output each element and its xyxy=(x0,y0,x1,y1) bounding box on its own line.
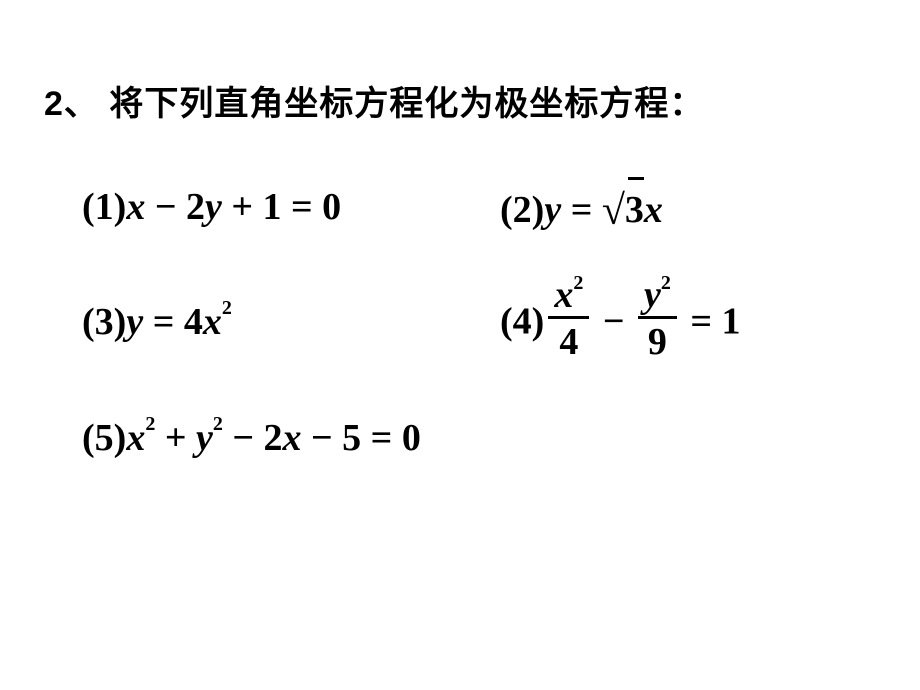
eq2-y: y xyxy=(544,189,561,231)
eq5-plus: + xyxy=(155,417,196,459)
problem-title: 2、 将下列直角坐标方程化为极坐标方程： xyxy=(44,76,704,125)
eq2-three: 3 xyxy=(625,189,644,231)
eq4-x: x xyxy=(554,274,573,316)
eq3-y: y xyxy=(126,301,143,343)
eq3-x: x xyxy=(203,301,222,343)
eq5-exp1: 2 xyxy=(145,413,155,435)
eq4-denx: 4 xyxy=(548,319,589,361)
eq1-label: (1) xyxy=(82,186,126,228)
eq1-x: x xyxy=(126,186,145,228)
eq5-two: 2 xyxy=(264,417,283,459)
eq4-expx: 2 xyxy=(573,272,583,294)
eq4-label: (4) xyxy=(500,301,544,343)
eq5-five: 5 xyxy=(342,417,361,459)
equation-2: (2)y = √3x xyxy=(500,185,663,233)
eq1-one: 1 xyxy=(263,186,282,228)
sqrt-icon: √3 xyxy=(602,185,644,233)
eq4-eq: = xyxy=(681,301,722,343)
eq4-frac2: y2 9 xyxy=(638,276,677,361)
eq5-minus2: − xyxy=(302,417,343,459)
eq4-minus: − xyxy=(593,301,634,343)
eq5-y: y xyxy=(196,417,213,459)
eq2-x: x xyxy=(644,189,663,231)
eq1-zero: 0 xyxy=(322,186,341,228)
eq1-two: 2 xyxy=(186,186,205,228)
equation-3: (3)y = 4x2 xyxy=(82,300,232,344)
equation-4: (4) x2 4 − y2 9 = 1 xyxy=(500,280,741,365)
equation-1: (1)x − 2y + 1 = 0 xyxy=(82,185,341,229)
eq1-minus: − xyxy=(145,186,186,228)
eq2-label: (2) xyxy=(500,189,544,231)
eq4-frac1: x2 4 xyxy=(548,276,589,361)
eq4-one: 1 xyxy=(722,301,741,343)
eq5-x: x xyxy=(126,417,145,459)
eq2-eq: = xyxy=(561,189,602,231)
equation-5: (5)x2 + y2 − 2x − 5 = 0 xyxy=(82,416,421,460)
eq3-exp: 2 xyxy=(222,297,232,319)
eq5-zero: 0 xyxy=(402,417,421,459)
eq5-label: (5) xyxy=(82,417,126,459)
eq4-expy: 2 xyxy=(661,272,671,294)
eq5-x2: x xyxy=(283,417,302,459)
eq3-four: 4 xyxy=(184,301,203,343)
eq3-label: (3) xyxy=(82,301,126,343)
eq5-exp2: 2 xyxy=(213,413,223,435)
eq4-deny: 9 xyxy=(638,319,677,361)
eq1-eq: = xyxy=(282,186,323,228)
eq4-y: y xyxy=(644,274,661,316)
eq1-plus: + xyxy=(222,186,263,228)
eq5-eq: = xyxy=(361,417,402,459)
eq1-y: y xyxy=(205,186,222,228)
eq3-eq: = xyxy=(143,301,184,343)
eq5-minus: − xyxy=(223,417,264,459)
